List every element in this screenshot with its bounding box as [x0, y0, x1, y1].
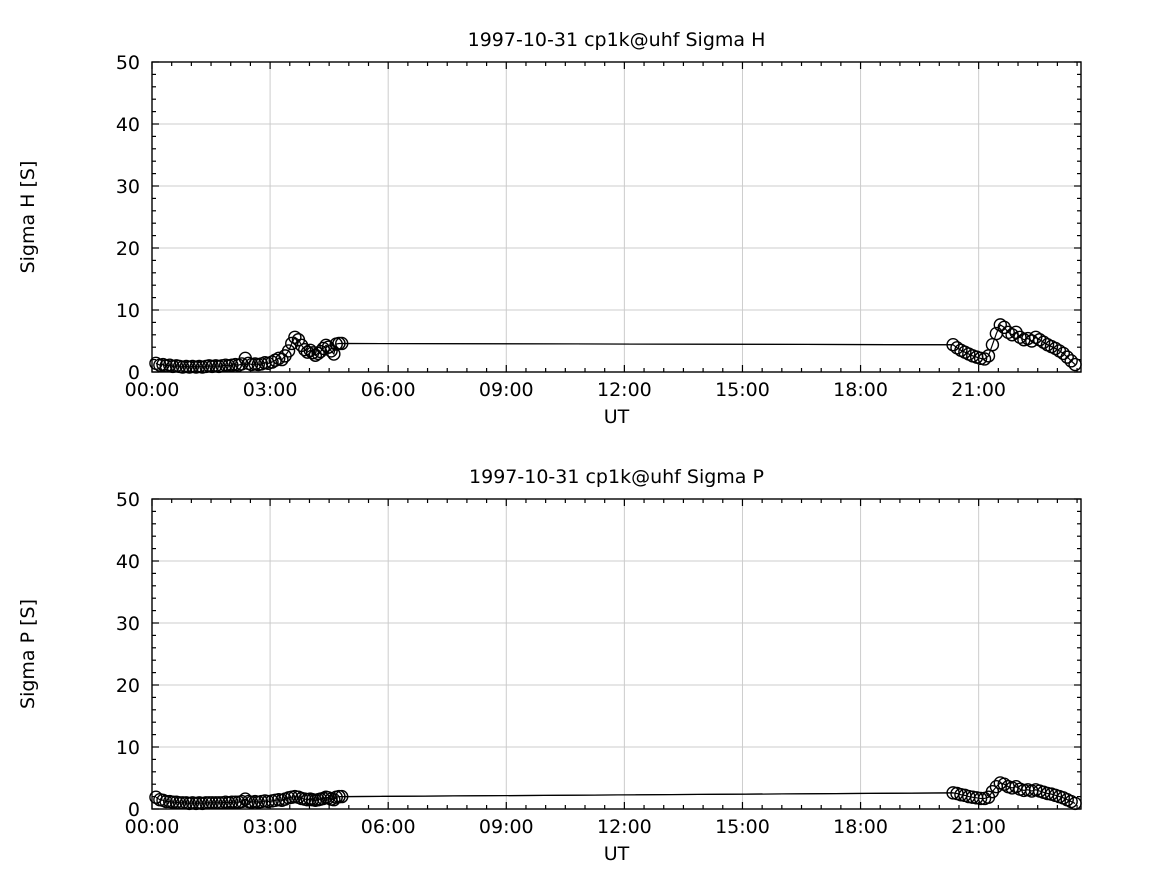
y-axis-label: Sigma H [S]	[17, 161, 39, 274]
data-point-marker	[324, 344, 338, 358]
data-point-marker	[1029, 330, 1043, 344]
chart-panel-sigma-p: 0 10 20 30 40 50 00:00 03:00 06:00 09:00 12:00 15:0…	[0, 437, 1167, 875]
data-point-marker	[238, 792, 252, 806]
data-point-marker	[335, 789, 349, 804]
chart-title: 1997-10-31 cp1k@uhf Sigma P	[469, 466, 764, 488]
data-point-marker	[1036, 335, 1051, 349]
xtick-label: 18:00	[833, 816, 888, 838]
data-point-marker	[235, 794, 249, 809]
chart-svg-sigma-p: 0 10 20 30 40 50 00:00 03:00 06:00 09:00 12:00 15:0…	[17, 466, 1082, 865]
xtick-label: 15:00	[715, 379, 770, 401]
x-axis-label: UT	[604, 406, 630, 428]
ytick-label: 30	[116, 176, 140, 198]
data-point-marker	[1013, 330, 1027, 344]
data-point-marker	[1005, 328, 1019, 342]
data-point-marker	[275, 352, 289, 367]
data-point-marker	[166, 795, 180, 809]
plot-background	[152, 499, 1081, 809]
xtick-label: 21:00	[951, 379, 1006, 401]
data-point-marker	[1060, 350, 1074, 364]
data-point-marker	[225, 795, 239, 809]
data-point-marker	[281, 344, 296, 358]
xtick-label: 09:00	[479, 379, 534, 401]
xtick-label: 21:00	[951, 816, 1006, 838]
chart-title: 1997-10-31 cp1k@uhf Sigma H	[468, 29, 766, 51]
data-point-marker	[159, 794, 173, 809]
data-point-marker	[977, 352, 992, 366]
data-point-marker	[300, 345, 315, 359]
data-point-marker	[303, 343, 317, 357]
data-point-marker	[973, 791, 988, 806]
data-point-marker	[1048, 341, 1063, 356]
data-point-marker	[316, 341, 330, 356]
ytick-label: 10	[116, 300, 140, 322]
ytick-label: 20	[116, 675, 140, 697]
xtick-label: 03:00	[243, 379, 298, 401]
data-point-marker	[228, 795, 243, 809]
data-point-marker	[265, 355, 279, 369]
data-point-marker	[1056, 346, 1070, 361]
xtick-label: 15:00	[715, 816, 770, 838]
ytick-label: 0	[128, 362, 140, 384]
ytick-label: 10	[116, 737, 140, 759]
ytick-label: 50	[116, 489, 140, 511]
xtick-label: 12:00	[597, 816, 652, 838]
data-point-marker	[298, 342, 312, 357]
x-axis-label: UT	[604, 843, 630, 865]
ytick-label: 30	[116, 613, 140, 635]
data-point-marker	[950, 341, 964, 355]
ytick-label: 40	[116, 114, 140, 136]
y-axis-label: Sigma P [S]	[17, 599, 39, 709]
data-point-marker	[288, 330, 302, 344]
chart-svg-sigma-h: 0 10 20 30 40 50 00:00 03:00 06:00 09:00 12:00 15:0…	[17, 29, 1082, 428]
axes-frame	[151, 61, 1082, 373]
xtick-label: 06:00	[361, 816, 416, 838]
plot-background	[152, 62, 1081, 372]
xtick-label: 09:00	[479, 816, 534, 838]
data-markers	[149, 318, 1082, 374]
data-point-marker	[1032, 333, 1047, 347]
xtick-label: 18:00	[833, 379, 888, 401]
data-point-marker	[311, 346, 325, 361]
xtick-label: 00:00	[125, 379, 180, 401]
ytick-label: 0	[128, 799, 140, 821]
xtick-label: 06:00	[361, 379, 416, 401]
axes-frame	[151, 498, 1082, 810]
data-point-marker	[993, 318, 1007, 332]
data-point-marker	[285, 336, 299, 351]
data-point-marker	[335, 336, 349, 351]
data-point-marker	[1064, 354, 1078, 368]
xtick-label: 00:00	[125, 816, 180, 838]
data-point-marker	[1001, 325, 1015, 340]
ytick-label: 20	[116, 238, 140, 260]
chart-panel-sigma-h: 0 10 20 30 40 50 00:00 03:00 06:00 09:00 12:00 15:0…	[0, 0, 1167, 437]
xtick-label: 12:00	[597, 379, 652, 401]
ytick-label: 50	[116, 52, 140, 74]
ytick-label: 40	[116, 551, 140, 573]
xtick-label: 03:00	[243, 816, 298, 838]
data-point-marker	[327, 347, 341, 361]
